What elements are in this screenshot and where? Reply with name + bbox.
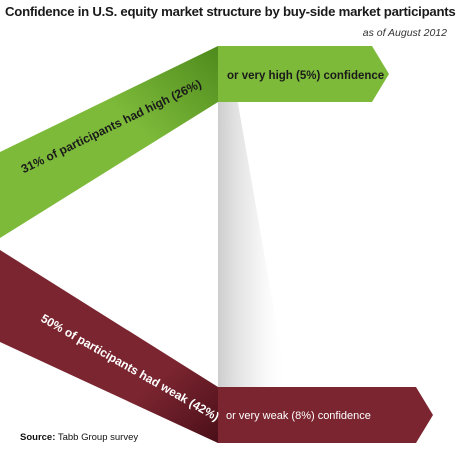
- arrow-very-high-confidence: [218, 46, 389, 102]
- arrow-very-weak-confidence: [218, 387, 433, 443]
- source-label: Source:: [20, 432, 56, 443]
- source-text: Tabb Group survey: [57, 432, 139, 443]
- chart-title: Confidence in U.S. equity market structu…: [5, 4, 456, 19]
- source-note: Source: Tabb Group survey: [20, 432, 138, 443]
- chart-subtitle: as of August 2012: [362, 27, 447, 39]
- band-high-confidence: [0, 46, 218, 238]
- very-weak-label: or very weak (8%) confidence: [226, 410, 371, 422]
- fold-shadow: [218, 46, 288, 420]
- very-high-label: or very high (5%) confidence: [227, 70, 384, 82]
- band-weak-confidence: [0, 250, 218, 443]
